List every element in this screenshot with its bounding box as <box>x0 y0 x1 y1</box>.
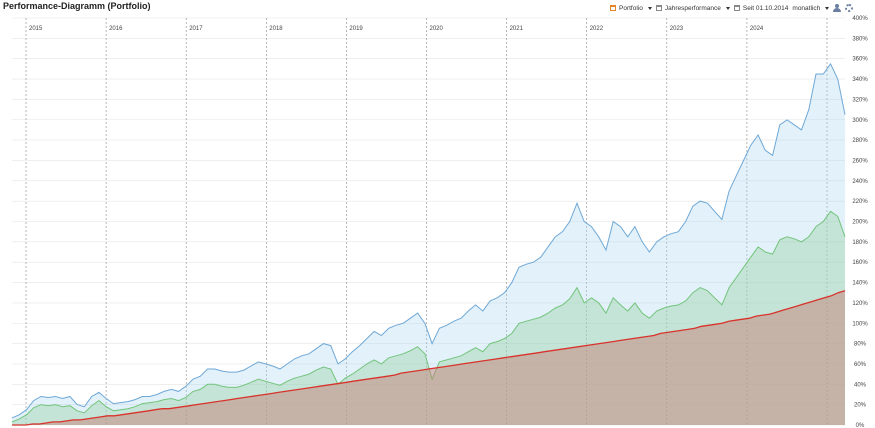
y-tick-label: 380% <box>852 36 868 42</box>
y-tick-label: 400% <box>852 16 868 22</box>
chevron-down-icon <box>647 6 652 10</box>
performance-label: Jahresperformance <box>664 4 721 12</box>
y-tick-label: 360% <box>852 57 868 63</box>
y-tick-label: 60% <box>854 362 867 368</box>
x-tick-label: 2021 <box>510 26 524 32</box>
interval-dropdown[interactable]: monatlich <box>792 4 830 12</box>
y-tick-label: 160% <box>852 260 868 266</box>
interval-label: monatlich <box>792 4 821 12</box>
y-tick-label: 300% <box>852 118 868 124</box>
x-tick-label: 2018 <box>269 26 283 32</box>
user-icon[interactable] <box>833 4 842 12</box>
portfolio-label: Portfolio <box>619 4 643 12</box>
y-tick-label: 200% <box>852 220 868 226</box>
x-tick-label: 2022 <box>590 26 604 32</box>
x-tick-label: 2017 <box>189 26 203 32</box>
portfolio-dropdown[interactable]: Portfolio <box>610 5 652 12</box>
series-red-area <box>12 290 845 425</box>
y-tick-label: 280% <box>852 138 868 144</box>
gear-icon[interactable] <box>845 4 854 12</box>
series-blue-line <box>11 62 846 419</box>
y-tick-label: 80% <box>854 342 867 348</box>
y-tick-label: 140% <box>852 281 868 287</box>
y-tick-label: 320% <box>852 97 868 103</box>
series-blue-area <box>12 63 845 426</box>
chevron-down-icon <box>725 6 730 10</box>
y-tick-label: 120% <box>852 301 868 307</box>
y-tick-label: 240% <box>852 179 868 185</box>
x-tick-label: 2023 <box>670 26 684 32</box>
toolbar: Portfolio Jahresperformance Seit 01.10.2… <box>610 2 875 14</box>
y-tick-label: 0% <box>856 423 865 428</box>
x-tick-label: 2016 <box>109 26 123 32</box>
y-tick-label: 20% <box>854 403 867 409</box>
y-tick-label: 260% <box>852 158 868 164</box>
performance-dropdown[interactable]: Jahresperformance <box>655 4 730 12</box>
page-title: Performance-Diagramm (Portfolio) <box>3 1 151 11</box>
since-label: Seit 01.10.2014 <box>742 4 789 12</box>
x-tick-label: 2019 <box>349 26 363 32</box>
series-green-area <box>12 211 845 425</box>
y-tick-label: 40% <box>854 382 867 388</box>
calendar-icon <box>610 5 616 11</box>
y-tick-label: 100% <box>852 321 868 327</box>
since-date-picker[interactable]: Seit 01.10.2014 <box>733 4 789 12</box>
y-tick-label: 220% <box>852 199 868 205</box>
series-green-line <box>11 210 846 423</box>
y-tick-label: 340% <box>852 77 868 83</box>
calendar-icon <box>733 5 740 11</box>
y-tick-label: 180% <box>852 240 868 246</box>
x-tick-label: 2020 <box>430 26 444 32</box>
x-tick-label: 2024 <box>750 26 764 32</box>
calendar-icon <box>655 5 662 11</box>
chevron-down-icon <box>825 6 830 10</box>
x-tick-label: 2015 <box>29 26 43 32</box>
